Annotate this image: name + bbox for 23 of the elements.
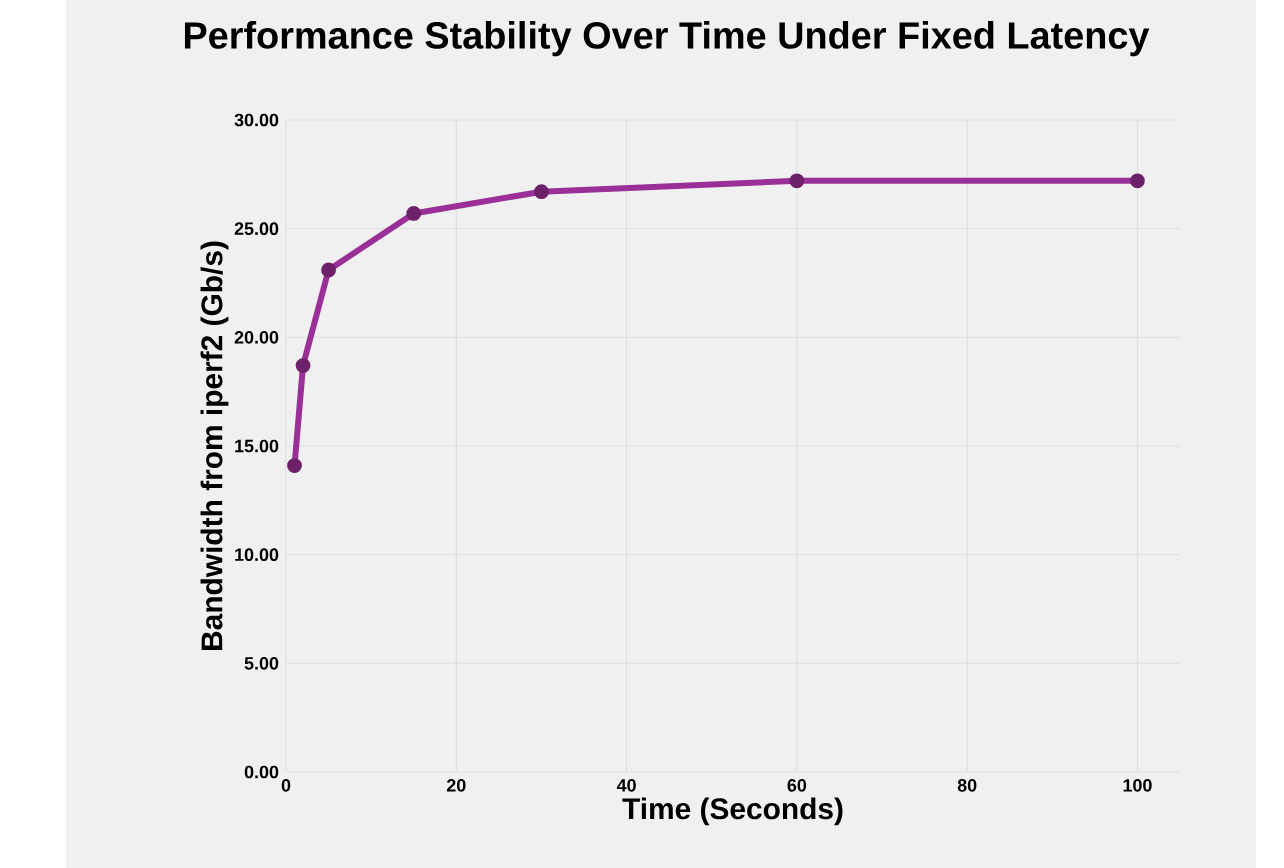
x-axis-title: Time (Seconds) (622, 797, 843, 826)
point (789, 173, 805, 189)
y-axis-title: Bandwidth from iperf2 (Gb/s) (200, 241, 229, 650)
chart-title: Performance Stability Over Time Under Fixed Latency (184, 21, 1150, 57)
y-tick-label: 15.00 (235, 439, 279, 453)
point (406, 206, 422, 221)
x-tick-label: 100 (1123, 779, 1152, 792)
point (295, 358, 311, 373)
x-tick-label: 40 (616, 779, 636, 792)
point (287, 458, 302, 473)
y-tick-label: 20.00 (234, 330, 279, 344)
y-tick-label: 25.00 (234, 222, 279, 236)
x-tick-label: 20 (446, 779, 466, 792)
point (321, 262, 336, 278)
y-tick-label: 10.00 (235, 548, 279, 562)
x-tick-label: 0 (281, 779, 291, 792)
x-tick-label: 80 (957, 779, 977, 792)
y-tick-label: 0.00 (244, 765, 279, 779)
y-tick-label: 30.00 (234, 113, 279, 127)
point (534, 184, 549, 200)
point (1130, 173, 1145, 189)
x-tick-label: 60 (787, 779, 807, 792)
y-tick-label: 5.00 (244, 656, 279, 670)
